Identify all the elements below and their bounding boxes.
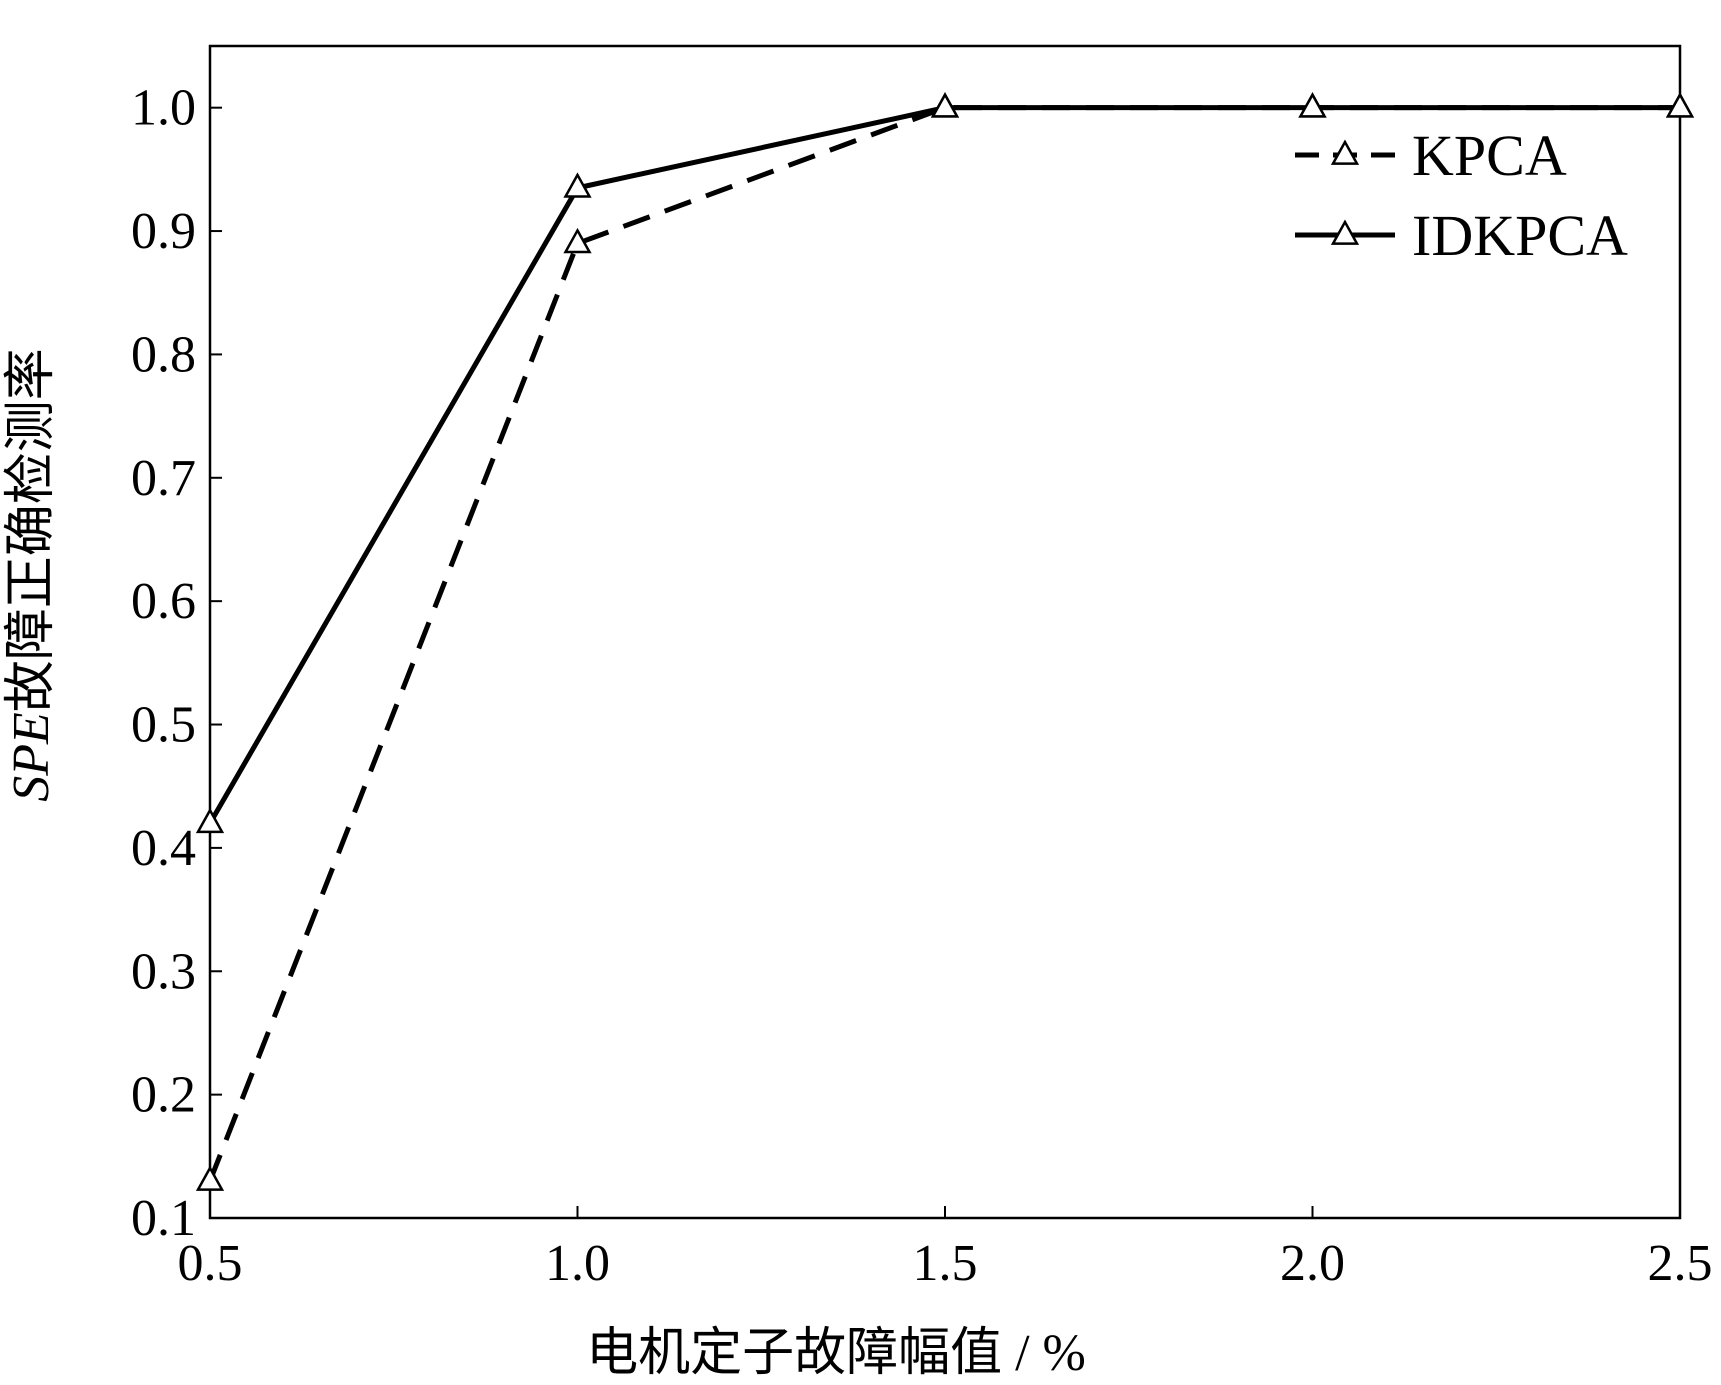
legend-label: IDKPCA — [1412, 203, 1628, 268]
y-tick-label: 0.9 — [131, 203, 196, 260]
y-tick-label: 0.1 — [131, 1190, 196, 1247]
legend-marker — [1330, 139, 1360, 165]
data-point-kpca — [563, 227, 592, 254]
data-point-idkpca — [930, 92, 960, 118]
y-axis-title: SPE故障正确检测率 — [3, 348, 60, 802]
data-point-idkpca — [1298, 92, 1327, 118]
legend-label: KPCA — [1412, 123, 1567, 188]
series-idkpca — [195, 92, 1695, 834]
y-axis: 0.1 0.2 0.3 0.4 0.5 0.6 0.7 0.8 0.9 1.0 — [131, 80, 222, 1247]
data-point-idkpca — [195, 807, 225, 834]
x-tick-label: 0.5 — [178, 1235, 243, 1292]
legend-item-idkpca: IDKPCA — [1295, 203, 1628, 268]
y-tick-label: 0.8 — [131, 326, 196, 383]
legend-item-kpca: KPCA — [1295, 123, 1567, 188]
y-tick-label: 0.2 — [131, 1067, 196, 1124]
y-axis-title-suffix: 故障正确检测率 — [3, 348, 60, 712]
data-point-kpca — [195, 1165, 225, 1191]
y-tick-label: 0.6 — [131, 573, 196, 630]
data-point-idkpca — [1665, 92, 1695, 118]
series-line-kpca — [207, 105, 1680, 1182]
x-tick-label: 1.0 — [545, 1235, 610, 1292]
y-tick-label: 1.0 — [131, 80, 196, 137]
x-tick-label: 1.5 — [913, 1235, 978, 1292]
x-tick-label: 2.5 — [1648, 1235, 1713, 1292]
legend: KPCA IDKPCA — [1295, 123, 1628, 268]
x-axis-title: 电机定子故障幅值 / % — [586, 1325, 1086, 1382]
series-layer — [195, 92, 1695, 1191]
data-point-idkpca — [563, 172, 592, 198]
x-tick-label: 2.0 — [1280, 1235, 1345, 1292]
y-axis-title-prefix: SPE — [3, 712, 60, 802]
x-axis: 0.5 1.0 1.5 2.0 2.5 — [178, 1206, 1713, 1292]
y-tick-label: 0.4 — [131, 820, 196, 877]
y-tick-label: 0.3 — [131, 943, 196, 1000]
legend-marker — [1330, 219, 1360, 245]
y-tick-label: 0.7 — [131, 450, 196, 507]
y-tick-label: 0.5 — [131, 697, 196, 754]
